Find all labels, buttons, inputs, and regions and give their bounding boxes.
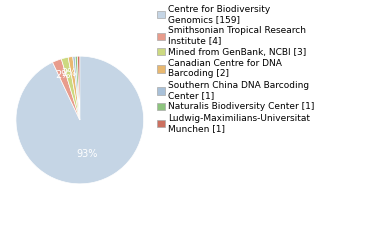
Wedge shape <box>61 57 80 120</box>
Wedge shape <box>52 59 80 120</box>
Wedge shape <box>16 56 144 184</box>
Wedge shape <box>73 56 80 120</box>
Text: 2%: 2% <box>55 70 70 80</box>
Wedge shape <box>68 57 80 120</box>
Wedge shape <box>75 56 80 120</box>
Text: 2%: 2% <box>61 68 76 78</box>
Wedge shape <box>78 56 80 120</box>
Text: 93%: 93% <box>77 149 98 159</box>
Legend: Centre for Biodiversity
Genomics [159], Smithsonian Tropical Research
Institute : Centre for Biodiversity Genomics [159], … <box>157 5 315 133</box>
